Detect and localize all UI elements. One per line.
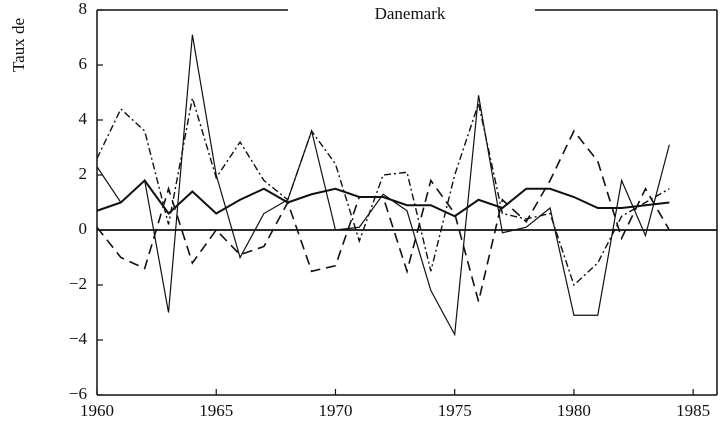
frame [96,9,718,396]
series-line [96,179,670,218]
y-tick-label: −4 [69,329,88,348]
x-tick-label: 1960 [80,401,114,420]
y-tick-label: −2 [69,274,87,293]
y-tick-label: 0 [79,219,88,238]
y-tick-label: 2 [79,164,88,183]
y-axis-label: Taux de [9,18,28,72]
series-line [96,129,671,302]
x-tick-label: 1980 [557,401,591,420]
x-tick-label: 1965 [199,401,233,420]
x-tick-label: 1985 [676,401,710,420]
x-tick-label: 1975 [438,401,472,420]
series-line [96,34,670,337]
y-tick-label: 4 [79,109,88,128]
x-tick-label: 1970 [318,401,352,420]
y-tick-label: 6 [79,54,88,73]
y-tick-label: −6 [69,384,87,403]
series-line [96,97,670,287]
chart-title: Danemark [375,4,446,23]
y-tick-label: 8 [79,0,88,18]
